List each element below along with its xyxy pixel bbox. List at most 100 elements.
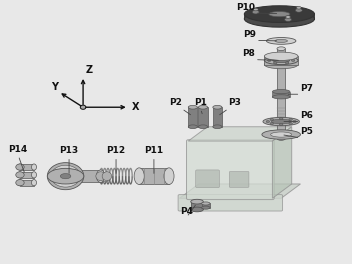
Text: P11: P11 — [144, 146, 163, 155]
Ellipse shape — [164, 168, 174, 185]
Ellipse shape — [284, 18, 291, 21]
Bar — [199, 107, 208, 127]
Polygon shape — [272, 127, 292, 198]
Text: P4: P4 — [180, 207, 193, 216]
Ellipse shape — [277, 136, 285, 140]
Text: X: X — [132, 102, 139, 112]
Text: P5: P5 — [301, 127, 313, 136]
Ellipse shape — [262, 130, 301, 139]
Ellipse shape — [202, 206, 210, 209]
Ellipse shape — [271, 119, 291, 124]
Bar — [20, 172, 34, 178]
FancyBboxPatch shape — [196, 170, 220, 188]
Ellipse shape — [295, 8, 302, 12]
Ellipse shape — [270, 119, 274, 121]
Ellipse shape — [277, 47, 285, 51]
Ellipse shape — [253, 8, 258, 11]
Ellipse shape — [270, 122, 274, 125]
FancyBboxPatch shape — [178, 195, 283, 211]
Text: P8: P8 — [242, 49, 255, 58]
Ellipse shape — [269, 12, 290, 17]
Ellipse shape — [96, 170, 105, 182]
Bar — [202, 204, 210, 208]
Ellipse shape — [191, 199, 203, 204]
Bar — [139, 168, 169, 185]
Ellipse shape — [293, 120, 296, 122]
Ellipse shape — [134, 168, 144, 185]
Bar — [244, 14, 314, 19]
Polygon shape — [180, 184, 301, 198]
Ellipse shape — [274, 57, 277, 59]
Ellipse shape — [102, 172, 112, 181]
Text: P9: P9 — [243, 30, 256, 39]
Ellipse shape — [272, 89, 290, 94]
Ellipse shape — [289, 122, 293, 125]
Bar — [67, 170, 101, 182]
Ellipse shape — [96, 172, 105, 181]
Ellipse shape — [296, 6, 301, 9]
Text: Y: Y — [51, 82, 58, 92]
Text: P7: P7 — [301, 84, 314, 93]
Ellipse shape — [63, 170, 71, 182]
Ellipse shape — [80, 105, 86, 109]
Ellipse shape — [266, 37, 296, 44]
Ellipse shape — [289, 119, 293, 121]
Bar — [191, 202, 203, 209]
Ellipse shape — [188, 105, 197, 109]
Ellipse shape — [18, 180, 23, 186]
Text: P6: P6 — [301, 111, 313, 120]
Ellipse shape — [244, 11, 314, 27]
Ellipse shape — [199, 125, 208, 129]
Bar — [277, 49, 285, 138]
Text: P2: P2 — [169, 98, 182, 107]
Ellipse shape — [18, 164, 23, 170]
FancyBboxPatch shape — [229, 172, 249, 187]
Polygon shape — [188, 127, 292, 141]
Bar — [272, 92, 290, 97]
Ellipse shape — [264, 52, 298, 60]
Ellipse shape — [268, 59, 271, 62]
Ellipse shape — [274, 62, 277, 64]
Ellipse shape — [285, 16, 290, 18]
Bar — [20, 164, 34, 170]
Bar — [213, 107, 222, 127]
Ellipse shape — [273, 58, 290, 63]
Ellipse shape — [18, 172, 23, 178]
Text: Z: Z — [86, 65, 93, 76]
FancyBboxPatch shape — [187, 140, 274, 200]
Bar — [20, 180, 34, 186]
Ellipse shape — [266, 120, 270, 122]
Ellipse shape — [264, 56, 298, 65]
Ellipse shape — [279, 118, 283, 120]
Ellipse shape — [275, 39, 288, 43]
Ellipse shape — [16, 180, 24, 186]
Ellipse shape — [47, 163, 84, 190]
Text: P1: P1 — [194, 98, 207, 107]
Ellipse shape — [263, 117, 300, 126]
Ellipse shape — [279, 123, 283, 125]
Text: P14: P14 — [8, 145, 28, 154]
Ellipse shape — [213, 125, 222, 129]
Ellipse shape — [199, 105, 208, 109]
Ellipse shape — [272, 95, 290, 99]
Ellipse shape — [51, 165, 80, 187]
Text: P13: P13 — [59, 146, 78, 155]
Ellipse shape — [188, 125, 197, 129]
Ellipse shape — [16, 172, 24, 178]
Ellipse shape — [285, 57, 289, 59]
Ellipse shape — [60, 173, 71, 179]
Bar — [264, 56, 298, 65]
Ellipse shape — [264, 60, 298, 69]
Ellipse shape — [285, 62, 289, 64]
Ellipse shape — [191, 207, 203, 212]
Ellipse shape — [31, 164, 37, 170]
Text: P12: P12 — [107, 146, 126, 155]
Ellipse shape — [202, 202, 210, 205]
Bar — [188, 107, 197, 127]
Bar — [101, 172, 107, 181]
Ellipse shape — [31, 172, 37, 178]
Ellipse shape — [16, 164, 24, 170]
Ellipse shape — [213, 105, 222, 109]
Ellipse shape — [291, 59, 295, 62]
Text: P10: P10 — [236, 3, 255, 12]
